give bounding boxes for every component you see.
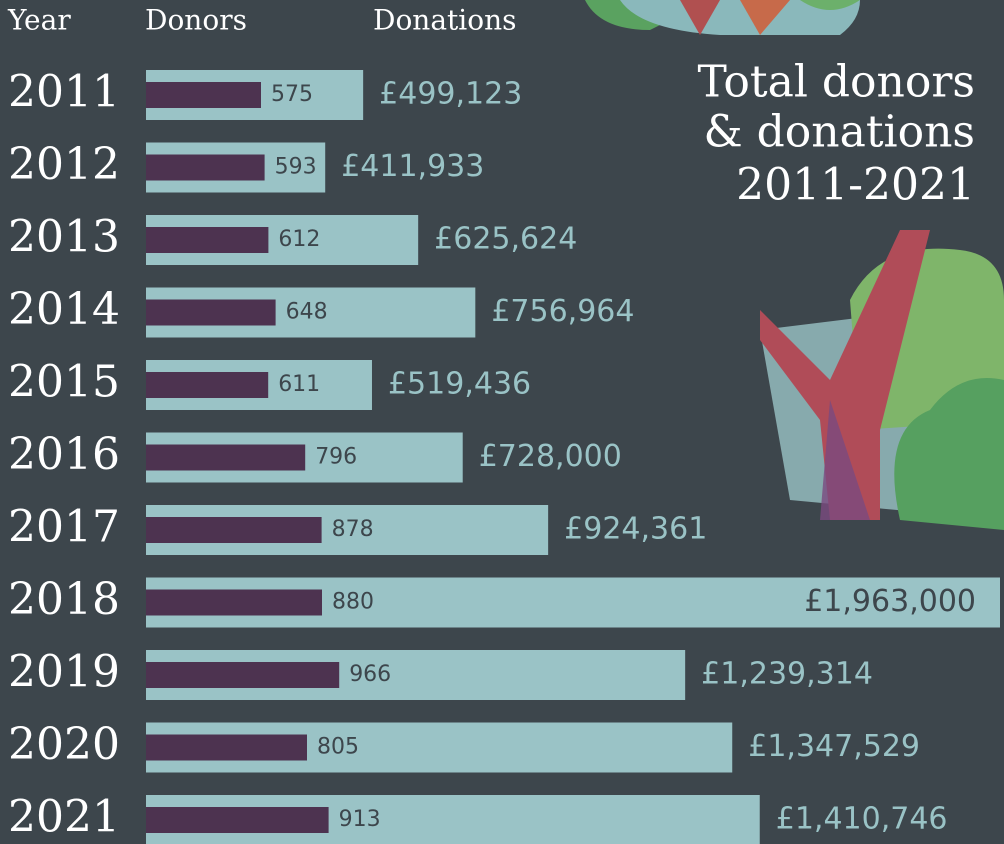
donors-bar <box>146 807 329 833</box>
plant-illustration-side <box>760 230 1004 530</box>
donors-bar <box>146 299 276 326</box>
data-label: £1,347,529 <box>748 729 920 764</box>
data-label: 612 <box>278 227 320 252</box>
data-label: £519,436 <box>388 367 531 402</box>
data-label: £499,123 <box>379 77 522 112</box>
column-header: Year <box>7 4 71 37</box>
chart-title: & donations <box>703 107 975 158</box>
data-label: 796 <box>315 445 357 470</box>
y-tick-label: 2018 <box>8 574 120 625</box>
donors-bar <box>146 444 306 471</box>
y-tick-label: 2020 <box>8 719 120 770</box>
donors-bar <box>146 734 307 761</box>
data-label: £1,410,746 <box>776 802 948 837</box>
chart-title: 2011-2021 <box>736 160 975 211</box>
data-label: £1,963,000 <box>804 584 976 619</box>
data-label: 880 <box>332 590 374 615</box>
data-label: 611 <box>278 372 320 397</box>
y-tick-label: 2017 <box>8 502 120 553</box>
donors-bar <box>146 372 269 398</box>
y-tick-label: 2015 <box>8 357 120 408</box>
data-label: £924,361 <box>564 512 707 547</box>
donors-bar <box>146 517 322 543</box>
y-tick-label: 2014 <box>8 284 120 335</box>
data-label: 805 <box>317 735 359 760</box>
donors-bar <box>146 662 340 688</box>
data-label: 575 <box>271 82 313 107</box>
data-label: 913 <box>339 807 381 832</box>
data-label: £411,933 <box>341 149 484 184</box>
donors-bar <box>146 154 265 181</box>
y-tick-label: 2011 <box>8 67 120 118</box>
data-label: £625,624 <box>434 222 577 257</box>
data-label: 593 <box>275 155 317 180</box>
data-label: £728,000 <box>479 439 622 474</box>
y-tick-label: 2019 <box>8 647 120 698</box>
data-label: 648 <box>286 300 328 325</box>
y-tick-label: 2013 <box>8 212 120 263</box>
donors-bar <box>146 589 322 616</box>
y-tick-label: 2016 <box>8 429 120 480</box>
legend-entry: Donations <box>373 4 517 37</box>
data-label: £756,964 <box>491 294 634 329</box>
data-label: £1,239,314 <box>701 657 873 692</box>
y-tick-label: 2012 <box>8 139 120 190</box>
plant-illustration-top <box>585 0 860 35</box>
donors-bar <box>146 82 261 108</box>
data-label: 878 <box>332 517 374 542</box>
legend-entry: Donors <box>145 4 247 37</box>
data-label: 966 <box>349 662 391 687</box>
y-tick-label: 2021 <box>8 792 120 843</box>
chart-title: Total donors <box>698 57 976 108</box>
donors-bar <box>146 227 269 253</box>
